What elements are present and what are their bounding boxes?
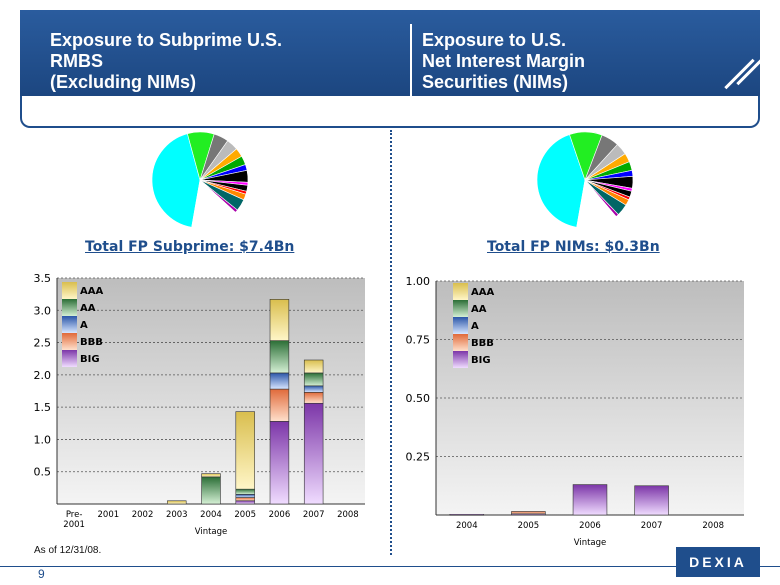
y-tick-label: 1.00 <box>406 275 431 288</box>
legend-label: AAA <box>471 287 494 298</box>
header-divider <box>410 24 412 96</box>
legend-swatch-aa <box>62 299 77 316</box>
x-tick-label: 2004 <box>456 521 478 531</box>
legend-label: A <box>80 320 88 331</box>
legend-swatch-big <box>62 350 77 367</box>
header-band <box>20 96 760 128</box>
legend-swatch-bbb <box>453 334 468 351</box>
x-tick-label: 2006 <box>579 521 601 531</box>
legend-label: BBB <box>471 338 494 349</box>
right-section-title: Exposure to U.S. Net Interest Margin Sec… <box>422 30 586 92</box>
legend-swatch-bbb <box>62 333 77 350</box>
y-tick-label: 1.0 <box>34 433 52 446</box>
dexia-logo: DEXIA <box>676 547 760 577</box>
footer-line <box>0 566 780 567</box>
x-tick-label: 2005 <box>518 521 540 531</box>
x-tick-label: 2007 <box>641 521 663 531</box>
y-tick-label: 2.5 <box>34 337 52 350</box>
bar-segment-bbb <box>511 511 546 515</box>
bar-segment-big <box>634 485 669 516</box>
total-subprime-label: Total FP Subprime: $7.4Bn <box>85 239 295 255</box>
legend-swatch-aa <box>453 300 468 317</box>
bar-segment-aaa <box>201 473 221 478</box>
page-number: 9 <box>38 567 45 581</box>
legend-label: AA <box>471 304 487 315</box>
y-tick-label: 1.5 <box>34 401 52 414</box>
section-divider <box>390 130 392 555</box>
bar-segment-aaa <box>269 299 290 341</box>
x-tick-label: 2006 <box>269 510 291 520</box>
y-tick-label: 3.0 <box>34 304 52 317</box>
x-tick-label: 2004 <box>200 510 222 520</box>
x-tick-label: 2001 <box>63 520 85 530</box>
bar-segment-aaa <box>167 500 187 505</box>
legend-label: BIG <box>80 354 100 365</box>
left-section-title: Exposure to Subprime U.S. RMBS (Excludin… <box>50 30 283 92</box>
y-tick-label: 0.75 <box>406 334 431 347</box>
bar-segment-big <box>572 484 608 516</box>
footnote: As of 12/31/08. <box>34 545 102 556</box>
pie-chart-nims <box>536 131 634 229</box>
y-tick-label: 3.5 <box>34 272 52 285</box>
x-tick-label: 2008 <box>337 510 359 520</box>
legend-label: AAA <box>80 286 103 297</box>
x-axis-label: Vintage <box>195 527 228 537</box>
x-tick-label: 2005 <box>234 510 256 520</box>
pie-chart-subprime <box>151 131 249 229</box>
pie-slice <box>191 179 236 229</box>
legend-swatch-a <box>453 317 468 334</box>
bar-segment-aaa <box>235 411 255 490</box>
legend-label: AA <box>80 303 96 314</box>
legend-swatch-aaa <box>453 283 468 300</box>
bar-segment-aaa <box>303 359 324 374</box>
y-tick-label: 0.50 <box>406 392 431 405</box>
x-tick-label: 2007 <box>303 510 325 520</box>
x-tick-label: 2008 <box>702 521 724 531</box>
x-tick-label: 2002 <box>132 510 154 520</box>
pie-slice <box>536 134 586 228</box>
header-bar: Exposure to Subprime U.S. RMBS (Excludin… <box>20 10 767 96</box>
legend-swatch-aaa <box>62 282 77 299</box>
x-tick-label: 2001 <box>98 510 120 520</box>
legend-swatch-a <box>62 316 77 333</box>
legend-label: BBB <box>80 337 103 348</box>
legend-swatch-big <box>453 351 468 368</box>
x-axis-label: Vintage <box>574 538 607 548</box>
legend-label: A <box>471 321 479 332</box>
x-tick-label: Pre- <box>66 510 83 520</box>
y-tick-label: 2.0 <box>34 369 52 382</box>
total-nims-label: Total FP NIMs: $0.3Bn <box>487 239 660 255</box>
pie-slice <box>576 179 617 229</box>
bar-segment-big <box>449 513 485 516</box>
legend-label: BIG <box>471 355 491 366</box>
x-tick-label: 2003 <box>166 510 188 520</box>
y-tick-label: 0.25 <box>406 451 431 464</box>
y-tick-label: 0.5 <box>34 466 52 479</box>
pie-slice <box>151 133 201 228</box>
